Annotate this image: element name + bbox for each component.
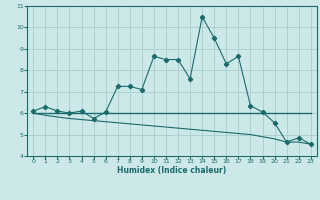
X-axis label: Humidex (Indice chaleur): Humidex (Indice chaleur) (117, 166, 227, 175)
